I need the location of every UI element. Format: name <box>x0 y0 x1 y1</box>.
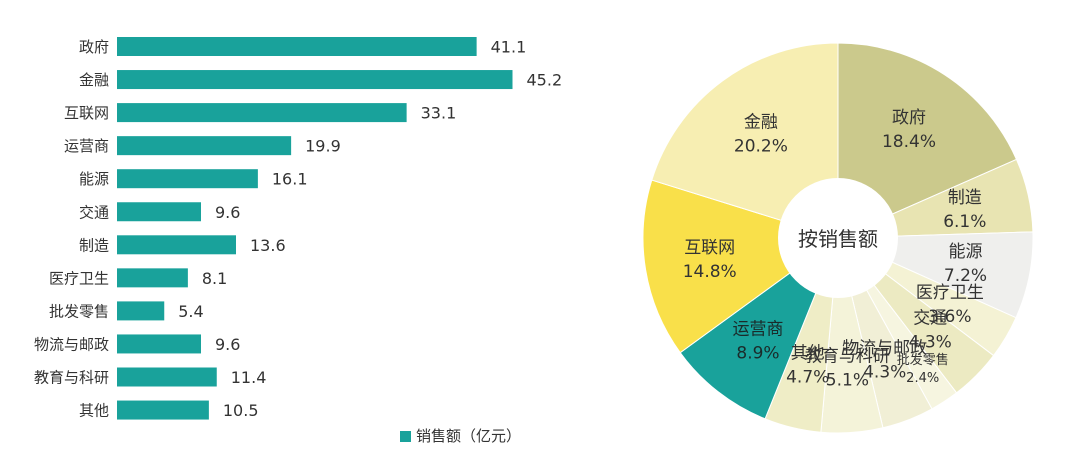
slice-name-label: 互联网 <box>684 238 735 258</box>
pie-labels: 政府 18.4% 制造 6.1% 能源 7.2%医疗卫生 3.6%交通 4.3%批发零售 2.4… <box>683 108 987 391</box>
bar <box>117 301 165 321</box>
slice-percent-label: 20.2% <box>734 136 788 156</box>
slice-name-label: 制造 <box>948 188 982 208</box>
value-label: 19.9 <box>305 137 341 156</box>
category-label: 物流与邮政 <box>34 335 109 353</box>
pie-slice <box>837 42 1018 239</box>
slice-name-label: 政府 <box>892 108 926 128</box>
legend-swatch <box>400 431 411 442</box>
slice-name-label: 教育与科研 <box>805 347 890 367</box>
slice-percent-label: 14.8% <box>683 262 737 282</box>
slice-percent-label: 7.2% <box>944 266 987 286</box>
slice-percent-label: 8.9% <box>736 344 779 364</box>
pie-slice <box>651 42 839 239</box>
bar <box>117 37 477 56</box>
bar <box>117 202 201 222</box>
category-label: 医疗卫生 <box>49 269 109 287</box>
bar <box>117 268 188 288</box>
bar-chart: 政府 41.1 金融 45.2 互联网 33.1 运营商 19.9 能源 16.1 交通 9.6 制造 1… <box>34 37 562 445</box>
category-label: 金融 <box>79 71 109 89</box>
category-label: 运营商 <box>64 137 109 155</box>
bar <box>117 334 201 354</box>
slice-percent-label: 4.3% <box>909 333 952 353</box>
value-label: 16.1 <box>272 170 308 189</box>
value-label: 11.4 <box>231 368 267 387</box>
slice-percent-label: 4.3% <box>863 362 906 382</box>
bar <box>117 70 513 90</box>
bar-group: 政府 41.1 金融 45.2 互联网 33.1 运营商 19.9 能源 16.1 交通 9.6 制造 1… <box>34 37 562 420</box>
bar <box>117 103 407 123</box>
slice-name-label: 批发零售 <box>897 352 949 368</box>
slice-percent-label: 6.1% <box>943 212 986 232</box>
category-label: 交通 <box>79 203 109 221</box>
legend-label: 销售额（亿元） <box>416 427 521 445</box>
value-label: 10.5 <box>223 401 259 420</box>
slice-percent-label: 4.7% <box>786 367 829 387</box>
legend: 销售额（亿元） <box>400 427 521 445</box>
value-label: 45.2 <box>527 71 563 90</box>
slice-name-label: 其他 <box>791 343 825 363</box>
slice-percent-label: 5.1% <box>826 371 869 391</box>
value-label: 9.6 <box>215 203 240 222</box>
category-label: 教育与科研 <box>34 369 109 387</box>
bar <box>117 169 258 189</box>
category-label: 其他 <box>79 402 109 420</box>
value-label: 5.4 <box>178 302 203 321</box>
donut-hole <box>778 178 898 298</box>
slice-name-label: 交通 <box>913 309 947 329</box>
donut-center-label: 按销售额 <box>798 227 878 251</box>
value-label: 41.1 <box>491 38 527 57</box>
value-label: 33.1 <box>421 104 457 123</box>
slice-name-label: 运营商 <box>733 320 784 340</box>
slice-name-label: 物流与邮政 <box>842 338 927 358</box>
bar <box>117 235 236 255</box>
slice-name-label: 金融 <box>744 112 778 132</box>
category-label: 政府 <box>79 38 109 56</box>
value-label: 13.6 <box>250 236 286 255</box>
bar <box>117 136 292 156</box>
bar <box>117 400 209 420</box>
category-label: 批发零售 <box>49 302 109 320</box>
value-label: 8.1 <box>202 269 227 288</box>
category-label: 互联网 <box>64 104 109 122</box>
bar <box>117 367 217 387</box>
slice-percent-label: 3.6% <box>928 307 971 327</box>
slice-percent-label: 2.4% <box>906 371 939 386</box>
slice-name-label: 能源 <box>949 242 983 262</box>
value-label: 9.6 <box>215 335 240 354</box>
slice-percent-label: 18.4% <box>882 132 936 152</box>
category-label: 制造 <box>79 236 109 254</box>
slice-name-label: 医疗卫生 <box>916 283 984 303</box>
category-label: 能源 <box>79 170 109 188</box>
pie-chart: 按销售额 政府 18.4% 制造 6.1% 能源 7.2%医疗卫生 3.6%交通 4.3%批发… <box>642 42 1034 434</box>
